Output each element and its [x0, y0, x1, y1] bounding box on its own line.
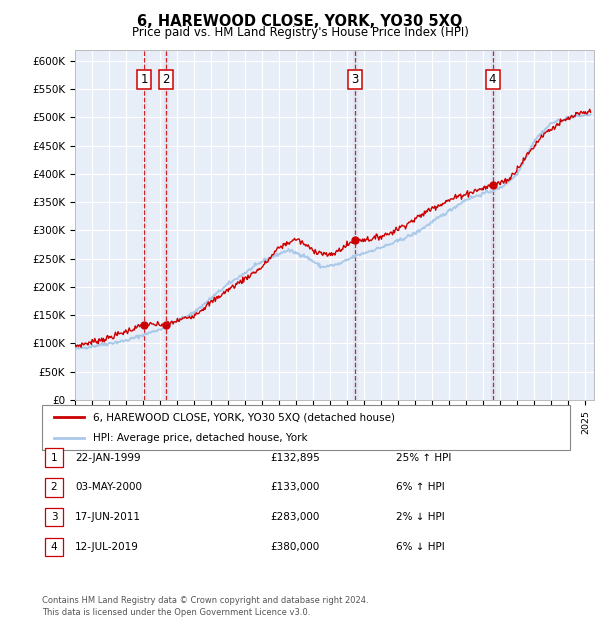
Text: Contains HM Land Registry data © Crown copyright and database right 2024.
This d: Contains HM Land Registry data © Crown c… — [42, 596, 368, 617]
Text: 12-JUL-2019: 12-JUL-2019 — [75, 542, 139, 552]
Text: 1: 1 — [140, 73, 148, 86]
Text: 17-JUN-2011: 17-JUN-2011 — [75, 512, 141, 522]
Text: Price paid vs. HM Land Registry's House Price Index (HPI): Price paid vs. HM Land Registry's House … — [131, 26, 469, 39]
Text: 03-MAY-2000: 03-MAY-2000 — [75, 482, 142, 492]
Text: £133,000: £133,000 — [270, 482, 319, 492]
Text: 25% ↑ HPI: 25% ↑ HPI — [396, 453, 451, 463]
Text: 22-JAN-1999: 22-JAN-1999 — [75, 453, 140, 463]
Text: £132,895: £132,895 — [270, 453, 320, 463]
Text: HPI: Average price, detached house, York: HPI: Average price, detached house, York — [93, 433, 308, 443]
Text: £380,000: £380,000 — [270, 542, 319, 552]
Text: 6% ↑ HPI: 6% ↑ HPI — [396, 482, 445, 492]
Text: 2% ↓ HPI: 2% ↓ HPI — [396, 512, 445, 522]
Text: 6, HAREWOOD CLOSE, YORK, YO30 5XQ (detached house): 6, HAREWOOD CLOSE, YORK, YO30 5XQ (detac… — [93, 412, 395, 422]
Bar — [491, 50, 494, 400]
Text: 4: 4 — [489, 73, 496, 86]
Text: 6, HAREWOOD CLOSE, YORK, YO30 5XQ: 6, HAREWOOD CLOSE, YORK, YO30 5XQ — [137, 14, 463, 29]
Text: 2: 2 — [162, 73, 169, 86]
Text: 4: 4 — [50, 542, 58, 552]
Bar — [353, 50, 357, 400]
Text: £283,000: £283,000 — [270, 512, 319, 522]
Text: 2: 2 — [50, 482, 58, 492]
Text: 1: 1 — [50, 453, 58, 463]
Text: 6% ↓ HPI: 6% ↓ HPI — [396, 542, 445, 552]
Bar — [164, 50, 168, 400]
Text: 3: 3 — [50, 512, 58, 522]
Text: 3: 3 — [352, 73, 359, 86]
Bar — [142, 50, 146, 400]
